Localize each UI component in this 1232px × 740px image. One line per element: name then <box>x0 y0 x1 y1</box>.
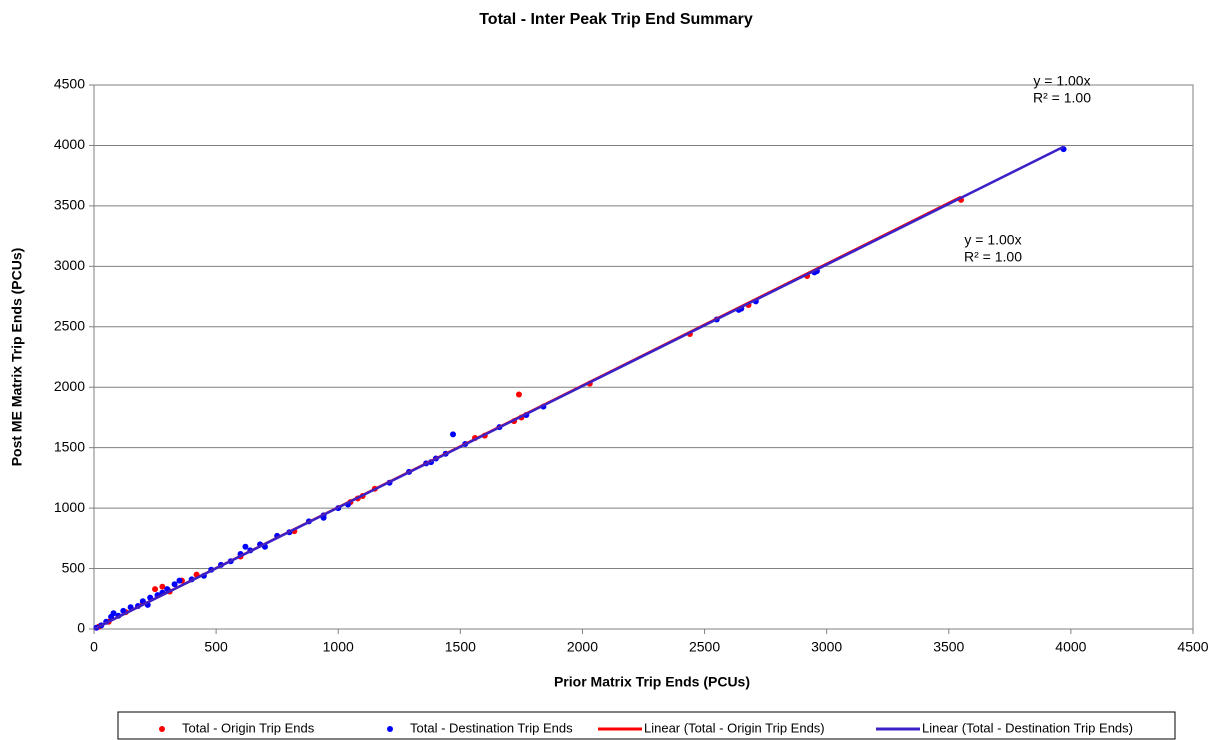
trendline <box>93 145 1065 631</box>
annotation: y = 1.00x <box>964 232 1021 248</box>
point <box>152 586 159 593</box>
x-tick-label: 4500 <box>1177 639 1208 655</box>
y-tick-label: 1000 <box>54 499 85 515</box>
x-tick-label: 3000 <box>811 639 842 655</box>
legend-label: Total - Origin Trip Ends <box>182 720 315 735</box>
point <box>242 543 249 550</box>
annotation: y = 1.00x <box>1033 73 1090 89</box>
annotation: R² = 1.00 <box>1033 90 1091 106</box>
x-tick-label: 4000 <box>1055 639 1086 655</box>
x-tick-label: 1500 <box>445 639 476 655</box>
legend-label: Linear (Total - Destination Trip Ends) <box>922 720 1133 735</box>
y-tick-label: 4500 <box>54 76 85 92</box>
legend-label: Linear (Total - Origin Trip Ends) <box>644 720 825 735</box>
y-tick-label: 0 <box>77 620 85 636</box>
y-tick-label: 3500 <box>54 197 85 213</box>
chart-title: Total - Inter Peak Trip End Summary <box>479 11 753 28</box>
legend-label: Total - Destination Trip Ends <box>410 720 573 735</box>
legend-marker <box>159 726 165 732</box>
x-tick-label: 0 <box>90 639 98 655</box>
point <box>171 581 178 588</box>
annotation: R² = 1.00 <box>964 249 1022 265</box>
point <box>515 391 522 398</box>
y-tick-label: 500 <box>62 559 86 575</box>
x-tick-label: 2000 <box>567 639 598 655</box>
x-tick-label: 500 <box>204 639 228 655</box>
y-tick-label: 2000 <box>54 378 85 394</box>
x-tick-label: 1000 <box>323 639 354 655</box>
point <box>176 577 183 584</box>
y-tick-label: 3000 <box>54 257 85 273</box>
x-tick-label: 3500 <box>933 639 964 655</box>
y-tick-label: 2500 <box>54 317 85 333</box>
legend-marker <box>387 726 393 732</box>
y-axis-label: Post ME Matrix Trip Ends (PCUs) <box>9 248 25 467</box>
x-axis-label: Prior Matrix Trip Ends (PCUs) <box>554 674 750 690</box>
x-tick-label: 2500 <box>689 639 720 655</box>
legend-box <box>117 711 1176 740</box>
point <box>450 431 457 438</box>
point <box>159 583 166 590</box>
y-tick-label: 1500 <box>54 438 85 454</box>
y-tick-label: 4000 <box>54 136 85 152</box>
